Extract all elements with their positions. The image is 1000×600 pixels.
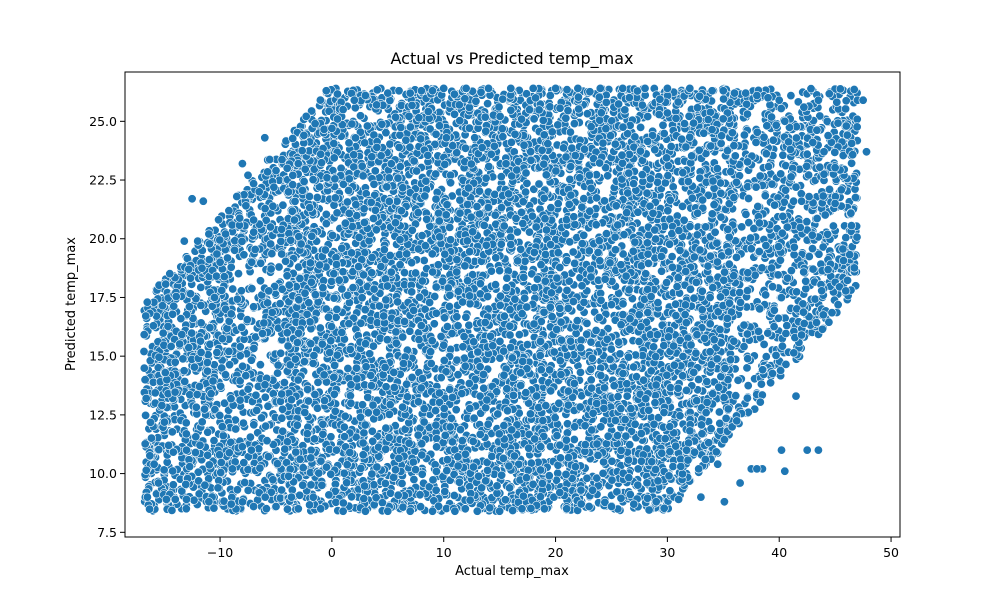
scatter-point bbox=[275, 299, 285, 309]
scatter-point bbox=[308, 358, 318, 368]
scatter-point bbox=[778, 211, 788, 221]
scatter-point bbox=[274, 262, 284, 272]
scatter-point bbox=[179, 366, 189, 376]
scatter-point bbox=[759, 339, 769, 349]
scatter-point bbox=[255, 276, 265, 286]
scatter-point bbox=[445, 384, 455, 394]
scatter-point bbox=[343, 363, 353, 373]
scatter-point bbox=[737, 222, 747, 232]
scatter-point bbox=[521, 89, 531, 99]
scatter-point bbox=[526, 155, 536, 165]
scatter-point bbox=[465, 403, 475, 413]
scatter-point bbox=[495, 266, 505, 276]
scatter-point bbox=[847, 158, 857, 168]
scatter-point bbox=[315, 95, 325, 105]
data-points bbox=[139, 83, 871, 516]
scatter-point bbox=[419, 255, 429, 265]
scatter-point bbox=[565, 174, 575, 184]
scatter-point bbox=[228, 284, 238, 294]
scatter-point bbox=[607, 456, 617, 466]
scatter-point bbox=[603, 171, 613, 181]
scatter-point bbox=[634, 310, 644, 320]
scatter-point bbox=[606, 344, 616, 354]
scatter-point bbox=[658, 120, 668, 130]
scatter-point bbox=[214, 215, 224, 225]
scatter-point bbox=[623, 455, 633, 465]
chart-title: Actual vs Predicted temp_max bbox=[390, 49, 633, 69]
scatter-point bbox=[741, 209, 751, 219]
scatter-point bbox=[599, 457, 609, 467]
scatter-point bbox=[697, 429, 707, 439]
scatter-point bbox=[801, 284, 811, 294]
scatter-point bbox=[278, 200, 288, 210]
scatter-point bbox=[802, 217, 812, 227]
scatter-point bbox=[586, 375, 596, 385]
scatter-point bbox=[205, 323, 215, 333]
scatter-point bbox=[521, 187, 531, 197]
scatter-point bbox=[636, 122, 646, 132]
scatter-point bbox=[486, 266, 496, 276]
scatter-point bbox=[651, 234, 661, 244]
scatter-point bbox=[818, 242, 828, 252]
scatter-point bbox=[240, 477, 250, 487]
scatter-point bbox=[842, 130, 852, 140]
scatter-point bbox=[196, 318, 206, 328]
scatter-point bbox=[384, 409, 394, 419]
scatter-point bbox=[762, 121, 772, 131]
scatter-point bbox=[786, 91, 796, 101]
scatter-point bbox=[705, 292, 715, 302]
scatter-point bbox=[139, 363, 149, 373]
scatter-point bbox=[279, 378, 289, 388]
scatter-point bbox=[594, 92, 604, 102]
scatter-point bbox=[714, 407, 724, 417]
scatter-point bbox=[234, 269, 244, 279]
scatter-point bbox=[464, 320, 474, 330]
scatter-point bbox=[368, 341, 378, 351]
scatter-point bbox=[569, 119, 579, 129]
scatter-point bbox=[756, 379, 766, 389]
scatter-point bbox=[742, 363, 752, 373]
scatter-point bbox=[506, 105, 516, 115]
scatter-point bbox=[363, 392, 373, 402]
scatter-point bbox=[338, 267, 348, 277]
scatter-point bbox=[708, 283, 718, 293]
scatter-point bbox=[141, 410, 151, 420]
scatter-point bbox=[483, 99, 493, 109]
scatter-point bbox=[668, 182, 678, 192]
scatter-point bbox=[518, 197, 528, 207]
scatter-point bbox=[810, 294, 820, 304]
scatter-point bbox=[330, 360, 340, 370]
scatter-point bbox=[243, 485, 253, 495]
scatter-point bbox=[461, 312, 471, 322]
scatter-point bbox=[824, 317, 834, 327]
scatter-point bbox=[586, 364, 596, 374]
scatter-point bbox=[753, 326, 763, 336]
scatter-point bbox=[782, 321, 792, 331]
scatter-point bbox=[255, 360, 265, 370]
scatter-point bbox=[260, 392, 270, 402]
scatter-point bbox=[743, 194, 753, 204]
scatter-point bbox=[553, 199, 563, 209]
scatter-point bbox=[389, 472, 399, 482]
